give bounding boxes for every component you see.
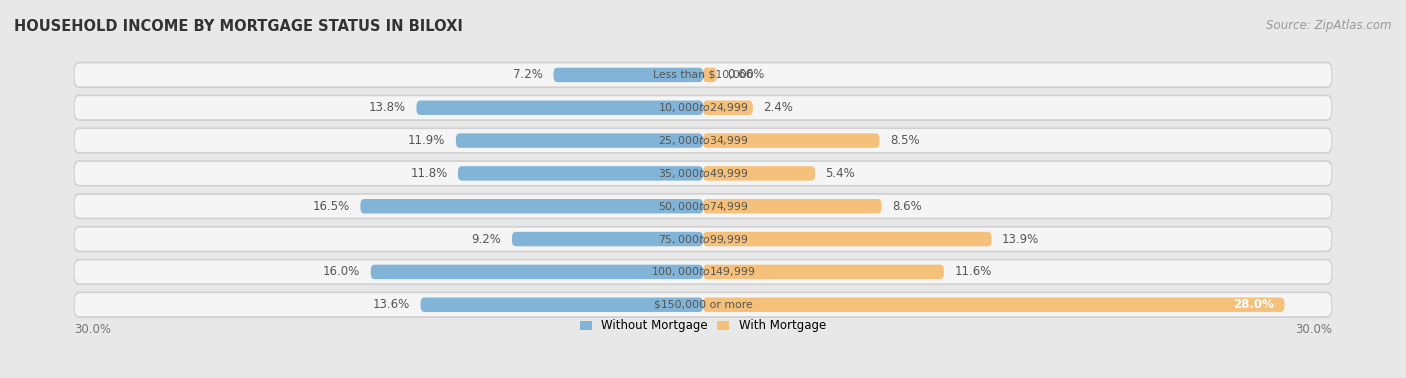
Text: 7.2%: 7.2% — [513, 68, 543, 81]
FancyBboxPatch shape — [554, 68, 703, 82]
FancyBboxPatch shape — [75, 260, 1331, 284]
Text: 30.0%: 30.0% — [1295, 323, 1333, 336]
FancyBboxPatch shape — [73, 127, 1333, 154]
FancyBboxPatch shape — [371, 265, 703, 279]
Text: $75,000 to $99,999: $75,000 to $99,999 — [658, 232, 748, 246]
FancyBboxPatch shape — [75, 96, 1331, 119]
FancyBboxPatch shape — [703, 166, 815, 181]
FancyBboxPatch shape — [416, 101, 703, 115]
FancyBboxPatch shape — [456, 133, 703, 148]
FancyBboxPatch shape — [458, 166, 703, 181]
FancyBboxPatch shape — [703, 232, 991, 246]
Text: HOUSEHOLD INCOME BY MORTGAGE STATUS IN BILOXI: HOUSEHOLD INCOME BY MORTGAGE STATUS IN B… — [14, 19, 463, 34]
Text: $150,000 or more: $150,000 or more — [654, 300, 752, 310]
Legend: Without Mortgage, With Mortgage: Without Mortgage, With Mortgage — [581, 319, 825, 333]
Text: 8.5%: 8.5% — [890, 134, 920, 147]
Text: 11.8%: 11.8% — [411, 167, 447, 180]
Text: $100,000 to $149,999: $100,000 to $149,999 — [651, 265, 755, 279]
Text: $10,000 to $24,999: $10,000 to $24,999 — [658, 101, 748, 114]
Text: 0.66%: 0.66% — [727, 68, 765, 81]
FancyBboxPatch shape — [73, 193, 1333, 219]
FancyBboxPatch shape — [703, 133, 880, 148]
FancyBboxPatch shape — [703, 101, 752, 115]
Text: 9.2%: 9.2% — [471, 232, 502, 246]
Text: Less than $10,000: Less than $10,000 — [652, 70, 754, 80]
FancyBboxPatch shape — [360, 199, 703, 214]
FancyBboxPatch shape — [512, 232, 703, 246]
Text: $35,000 to $49,999: $35,000 to $49,999 — [658, 167, 748, 180]
Text: 13.6%: 13.6% — [373, 298, 411, 311]
Text: 13.8%: 13.8% — [368, 101, 406, 114]
Text: Source: ZipAtlas.com: Source: ZipAtlas.com — [1267, 19, 1392, 32]
Text: 2.4%: 2.4% — [763, 101, 793, 114]
Text: 16.5%: 16.5% — [312, 200, 350, 213]
Text: 11.6%: 11.6% — [955, 265, 991, 279]
FancyBboxPatch shape — [73, 226, 1333, 252]
Text: 30.0%: 30.0% — [73, 323, 111, 336]
Text: $25,000 to $34,999: $25,000 to $34,999 — [658, 134, 748, 147]
FancyBboxPatch shape — [703, 199, 882, 214]
FancyBboxPatch shape — [75, 64, 1331, 87]
Text: 16.0%: 16.0% — [323, 265, 360, 279]
Text: 5.4%: 5.4% — [825, 167, 855, 180]
FancyBboxPatch shape — [73, 62, 1333, 88]
FancyBboxPatch shape — [703, 68, 717, 82]
FancyBboxPatch shape — [703, 265, 943, 279]
FancyBboxPatch shape — [73, 160, 1333, 186]
Text: 8.6%: 8.6% — [891, 200, 922, 213]
Text: 28.0%: 28.0% — [1233, 298, 1274, 311]
FancyBboxPatch shape — [75, 228, 1331, 251]
FancyBboxPatch shape — [420, 297, 703, 312]
Text: 11.9%: 11.9% — [408, 134, 446, 147]
FancyBboxPatch shape — [73, 259, 1333, 285]
FancyBboxPatch shape — [703, 297, 1285, 312]
FancyBboxPatch shape — [75, 293, 1331, 316]
Text: $50,000 to $74,999: $50,000 to $74,999 — [658, 200, 748, 213]
FancyBboxPatch shape — [73, 94, 1333, 121]
FancyBboxPatch shape — [73, 291, 1333, 318]
FancyBboxPatch shape — [75, 195, 1331, 218]
FancyBboxPatch shape — [75, 129, 1331, 152]
FancyBboxPatch shape — [75, 162, 1331, 185]
Text: 13.9%: 13.9% — [1002, 232, 1039, 246]
